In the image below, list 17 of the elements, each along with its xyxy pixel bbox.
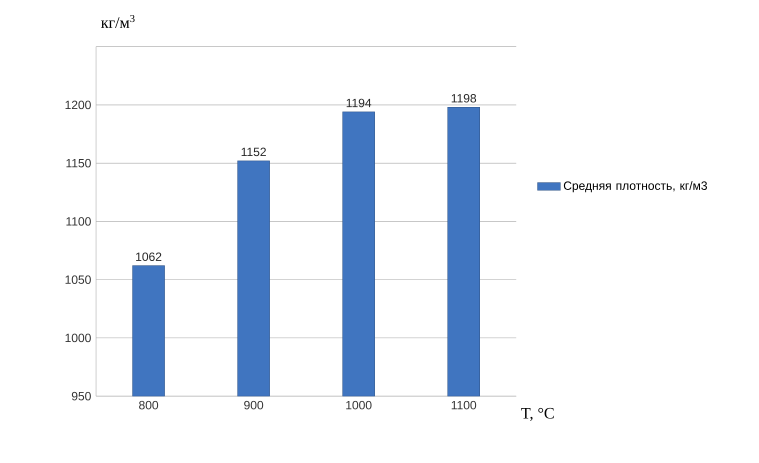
y-tick-label: 1050 xyxy=(66,275,91,284)
x-tick-label: 800 xyxy=(139,400,158,410)
y-axis-title: кг/м$^{3}$ xyxy=(101,15,135,28)
y-tick-label: 950 xyxy=(72,392,91,400)
y-tick-label: 1200 xyxy=(66,100,91,110)
data-label: 1152 xyxy=(242,148,266,156)
y-tick-label: 1150 xyxy=(66,158,91,168)
x-tick-label: 900 xyxy=(244,400,264,410)
y-tick-label: 1100 xyxy=(66,217,91,226)
data-label: 1194 xyxy=(346,98,372,108)
legend-label: Средняя плотность, кг/м3 xyxy=(564,181,707,192)
data-label: 1198 xyxy=(452,94,476,103)
y-tick-label: 1000 xyxy=(66,334,91,342)
data-label: 1062 xyxy=(136,252,162,262)
x-tick-label: 1100 xyxy=(452,400,476,410)
x-axis-title: T, °C xyxy=(521,408,554,422)
x-tick-label: 1000 xyxy=(346,400,372,410)
